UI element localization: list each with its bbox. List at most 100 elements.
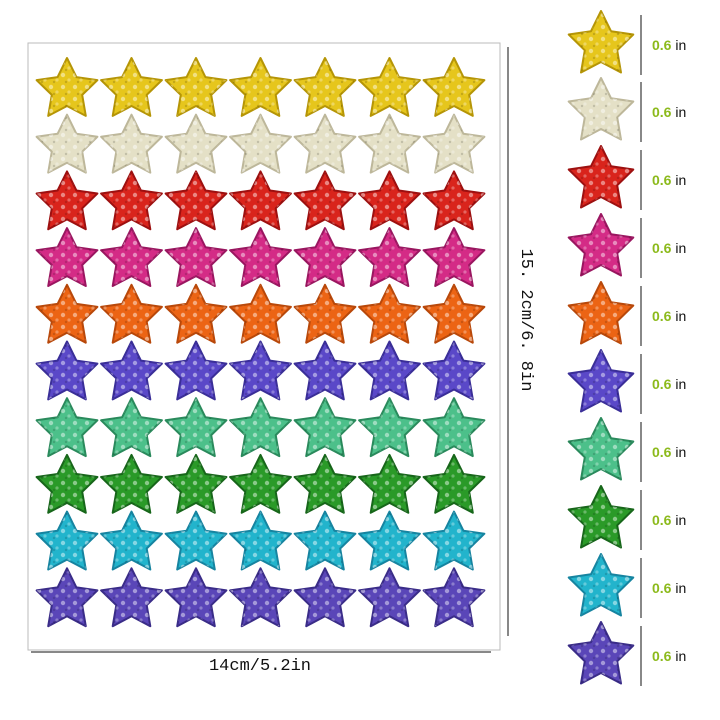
star-glitter xyxy=(423,228,485,286)
size-label: 0.6 in xyxy=(652,376,686,392)
star-glitter xyxy=(165,398,227,457)
star-glitter xyxy=(294,341,356,400)
size-unit: in xyxy=(675,240,686,256)
size-unit: in xyxy=(675,104,686,120)
size-label: 0.6 in xyxy=(652,172,686,188)
star-glitter xyxy=(101,454,162,513)
star-glitter xyxy=(423,398,485,457)
star-glitter xyxy=(568,622,634,684)
star-glitter xyxy=(36,568,98,627)
size-value: 0.6 xyxy=(652,376,672,392)
size-label: 0.6 in xyxy=(652,444,686,460)
star-glitter xyxy=(165,284,227,343)
size-unit: in xyxy=(675,37,686,53)
star-glitter xyxy=(294,398,356,457)
star-glitter xyxy=(294,228,356,286)
star-glitter xyxy=(230,284,291,343)
size-unit: in xyxy=(675,308,686,324)
star-glitter xyxy=(423,341,485,400)
star-glitter xyxy=(36,454,98,513)
star-glitter xyxy=(359,58,420,116)
star-glitter xyxy=(230,568,291,627)
size-label: 0.6 in xyxy=(652,512,686,528)
star-glitter xyxy=(294,58,356,116)
star-glitter xyxy=(359,284,420,343)
star-glitter xyxy=(359,114,420,173)
star-glitter xyxy=(359,511,420,570)
star-glitter xyxy=(165,228,227,286)
star-glitter xyxy=(230,511,291,570)
star-glitter xyxy=(101,341,162,400)
star-glitter xyxy=(423,284,485,343)
star-glitter xyxy=(423,171,485,230)
star-glitter xyxy=(101,114,162,173)
size-value: 0.6 xyxy=(652,37,672,53)
star-glitter xyxy=(101,511,162,570)
star-glitter xyxy=(568,486,634,548)
star-glitter xyxy=(423,114,485,173)
star-glitter xyxy=(359,568,420,627)
star-glitter xyxy=(423,568,485,627)
star-glitter xyxy=(359,228,420,286)
star-glitter xyxy=(359,454,420,513)
star-glitter xyxy=(568,78,634,140)
star-glitter xyxy=(101,398,162,457)
star-glitter xyxy=(294,454,356,513)
star-glitter xyxy=(230,114,291,173)
size-label: 0.6 in xyxy=(652,580,686,596)
size-column: 0.6 in0.6 in0.6 in0.6 in0.6 in0.6 in0.6 … xyxy=(567,10,686,686)
size-label: 0.6 in xyxy=(652,104,686,120)
size-value: 0.6 xyxy=(652,580,672,596)
star-glitter xyxy=(101,58,162,116)
size-label: 0.6 in xyxy=(652,240,686,256)
size-value: 0.6 xyxy=(652,648,672,664)
star-glitter xyxy=(423,454,485,513)
star-glitter xyxy=(36,114,98,173)
star-glitter xyxy=(294,568,356,627)
size-unit: in xyxy=(675,580,686,596)
size-unit: in xyxy=(675,512,686,528)
star-glitter xyxy=(423,58,485,116)
size-label: 0.6 in xyxy=(652,308,686,324)
star-glitter xyxy=(165,511,227,570)
star-glitter xyxy=(359,341,420,400)
star-glitter xyxy=(230,454,291,513)
star-glitter xyxy=(36,228,98,286)
star-glitter xyxy=(36,511,98,570)
stars xyxy=(35,57,486,628)
size-value: 0.6 xyxy=(652,172,672,188)
size-unit: in xyxy=(675,444,686,460)
width-label: 14cm/5.2in xyxy=(209,657,311,676)
size-label: 0.6 in xyxy=(652,37,686,53)
star-glitter xyxy=(230,171,291,230)
star-glitter xyxy=(101,284,162,343)
star-glitter xyxy=(230,341,291,400)
size-label: 0.6 in xyxy=(652,648,686,664)
size-value: 0.6 xyxy=(652,444,672,460)
star-glitter xyxy=(101,228,162,286)
star-glitter xyxy=(36,341,98,400)
star-glitter xyxy=(568,418,634,480)
star-glitter xyxy=(294,511,356,570)
star-glitter xyxy=(165,454,227,513)
star-glitter xyxy=(36,284,98,343)
size-value: 0.6 xyxy=(652,104,672,120)
size-value: 0.6 xyxy=(652,512,672,528)
star-glitter xyxy=(568,554,634,616)
star-glitter xyxy=(568,214,634,276)
size-unit: in xyxy=(675,172,686,188)
star-glitter xyxy=(36,58,98,116)
size-value: 0.6 xyxy=(652,308,672,324)
star-glitter xyxy=(36,171,98,230)
star-glitter xyxy=(165,58,227,116)
star-glitter xyxy=(294,114,356,173)
star-glitter xyxy=(359,398,420,457)
star-glitter xyxy=(294,284,356,343)
star-glitter xyxy=(230,58,291,116)
star-glitter xyxy=(165,114,227,173)
star-glitter xyxy=(568,11,634,73)
star-glitter xyxy=(36,398,98,457)
height-label: 15. 2cm/6. 8in xyxy=(516,249,535,392)
star-glitter xyxy=(568,146,634,208)
